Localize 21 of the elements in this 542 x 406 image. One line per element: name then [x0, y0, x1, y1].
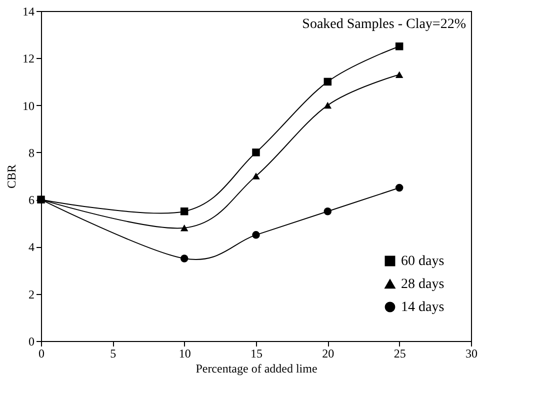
x-tick-label: 10 [178, 346, 191, 360]
y-tick-label: 14 [22, 4, 34, 18]
y-axis-title: CBR [4, 164, 18, 189]
annotation: Soaked Samples - Clay=22% [302, 17, 466, 32]
y-tick-label: 10 [22, 98, 34, 113]
x-tick-label: 15 [250, 346, 262, 360]
x-axis-title: Percentage of added lime [196, 362, 318, 376]
y-tick-label: 4 [28, 240, 34, 254]
legend-label: 14 days [401, 300, 444, 315]
y-tick-label: 0 [28, 334, 34, 348]
x-tick-label: 20 [322, 346, 334, 360]
y-tick-label: 12 [22, 52, 34, 66]
x-tick-label: 25 [394, 346, 406, 360]
y-tick-label: 8 [28, 146, 34, 160]
legend-label: 60 days [401, 254, 444, 269]
x-tick-label: 30 [466, 346, 478, 360]
x-tick-label: 5 [110, 346, 116, 360]
x-tick-label: 0 [38, 346, 44, 360]
y-tick-label: 6 [28, 193, 34, 208]
legend-label: 28 days [401, 277, 444, 292]
y-tick-label: 2 [28, 287, 34, 302]
